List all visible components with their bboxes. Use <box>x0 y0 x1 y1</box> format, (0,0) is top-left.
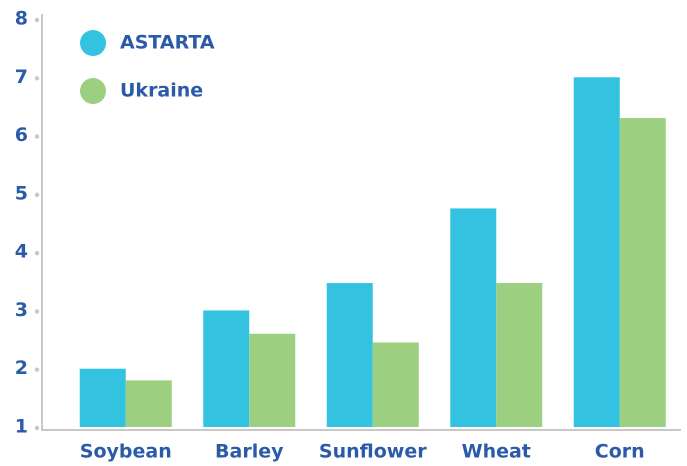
bar <box>496 283 543 427</box>
y-tick-label: 3 <box>15 299 28 321</box>
bar <box>203 310 250 427</box>
bar <box>573 77 620 428</box>
bar <box>619 118 666 427</box>
bar <box>249 333 296 427</box>
y-tick-label: 4 <box>15 241 28 263</box>
legend-swatch <box>80 30 106 56</box>
y-tick-label: 7 <box>15 66 28 88</box>
bar <box>125 380 172 427</box>
tick-mark <box>34 17 40 23</box>
bar <box>450 208 497 427</box>
y-tick-label: 1 <box>15 416 28 438</box>
y-tick-label: 2 <box>15 357 28 379</box>
x-tick-label: Barley <box>215 441 284 463</box>
y-tick-label: 8 <box>15 8 28 30</box>
y-tick-label: 5 <box>15 182 28 204</box>
tick-mark <box>34 367 40 372</box>
tick-mark <box>34 309 40 314</box>
tick-mark <box>34 192 40 198</box>
legend-swatch <box>80 78 106 104</box>
y-tick-label: 6 <box>15 124 28 146</box>
x-tick-label: Wheat <box>462 441 531 463</box>
x-tick-label: Soybean <box>80 441 172 463</box>
x-tick-label: Corn <box>595 441 645 463</box>
tick-mark <box>34 76 40 81</box>
bar <box>79 368 126 427</box>
bar <box>326 283 373 427</box>
legend-label: ASTARTA <box>120 32 215 54</box>
x-tick-label: Sunflower <box>319 441 427 463</box>
tick-mark <box>34 134 40 139</box>
legend-label: Ukraine <box>120 80 203 102</box>
tick-mark <box>34 250 40 256</box>
bar <box>372 342 419 427</box>
tick-mark <box>34 425 40 431</box>
